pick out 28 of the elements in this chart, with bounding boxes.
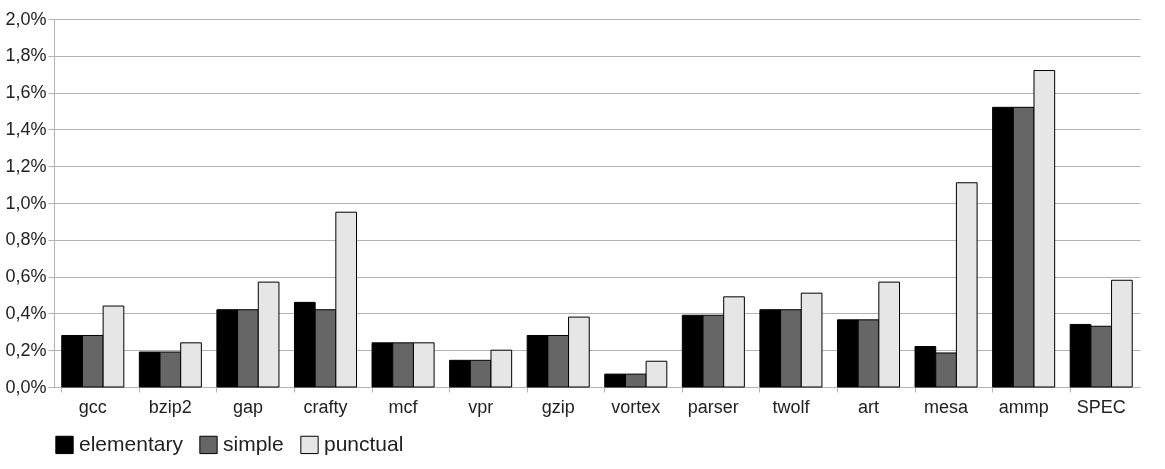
x-tick-label: vpr: [468, 396, 494, 417]
x-tick-label: mcf: [388, 396, 419, 417]
x-tick-label: parser: [687, 396, 739, 417]
x-tick-label: bzip2: [148, 396, 192, 417]
legend-label: punctual: [324, 431, 404, 455]
y-tick-label: 1,8%: [5, 45, 47, 66]
y-tick-label: 0,6%: [5, 266, 47, 287]
y-tick-label: 2,0%: [5, 8, 47, 29]
x-tick-label: gcc: [78, 396, 107, 417]
x-tick-label: gap: [232, 396, 263, 417]
legend-label: simple: [223, 431, 284, 455]
x-tick-label: twolf: [772, 396, 811, 417]
x-tick-label: crafty: [303, 396, 348, 417]
x-tick-label: SPEC: [1076, 396, 1126, 417]
y-tick-label: 1,4%: [5, 118, 47, 139]
x-tick-label: vortex: [611, 396, 661, 417]
x-tick-label: mesa: [924, 396, 970, 417]
y-tick-label: 1,2%: [5, 155, 47, 176]
x-tick-label: gzip: [541, 396, 575, 417]
y-tick-label: 0,0%: [5, 376, 47, 397]
y-tick-label: 0,4%: [5, 302, 47, 323]
y-tick-label: 0,8%: [5, 229, 47, 250]
y-tick-label: 0,2%: [5, 339, 47, 360]
y-tick-label: 1,0%: [5, 192, 47, 213]
x-tick-label: art: [857, 396, 880, 417]
y-tick-label: 1,6%: [5, 82, 47, 103]
x-tick-label: ammp: [998, 396, 1049, 417]
legend-label: elementary: [79, 431, 184, 455]
